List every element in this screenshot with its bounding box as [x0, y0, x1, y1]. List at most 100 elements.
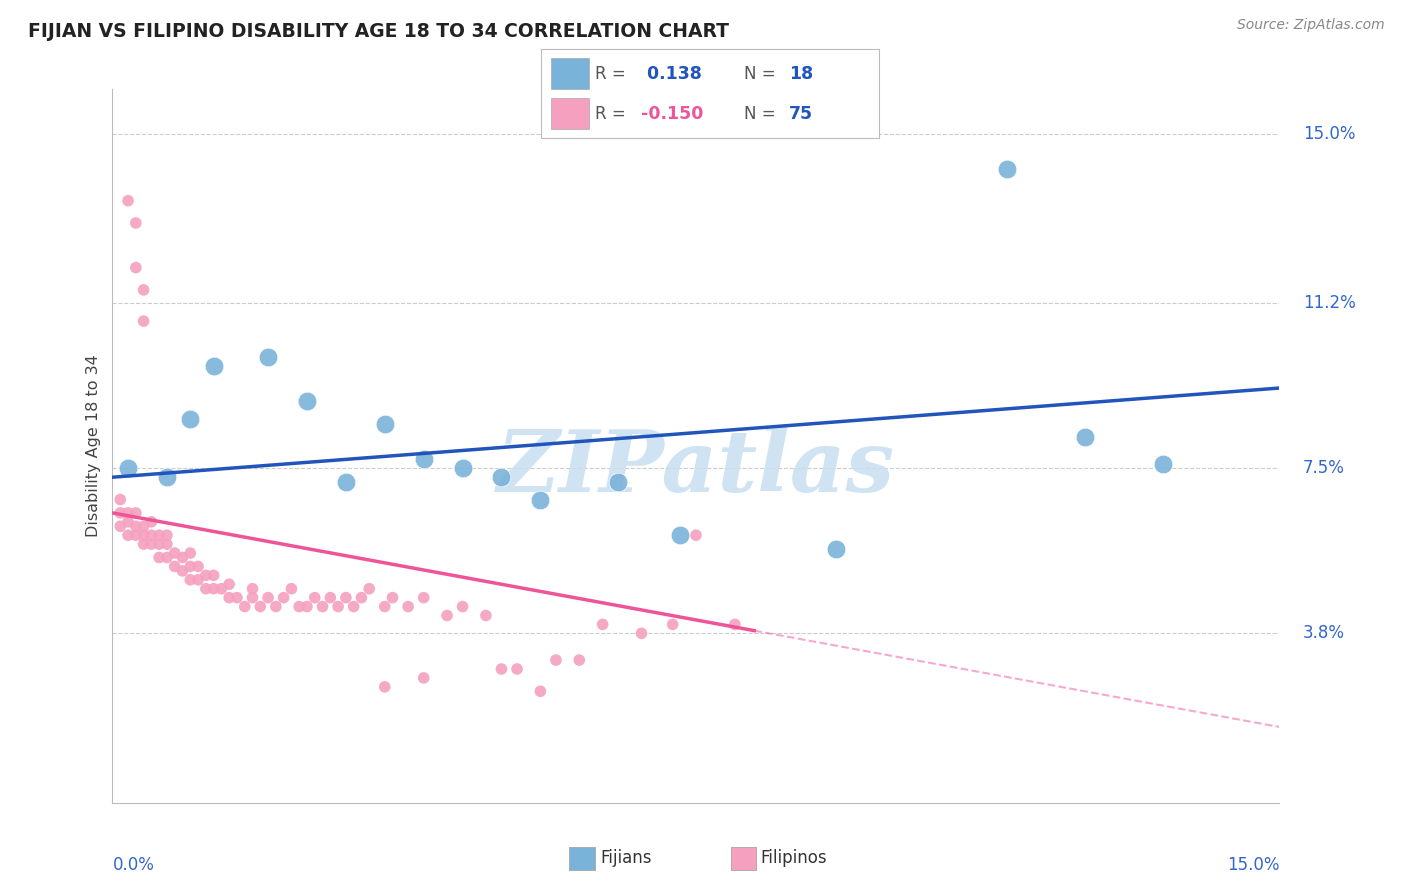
Point — [141, 537, 163, 551]
Point — [264, 599, 287, 614]
Point — [350, 591, 373, 605]
Point — [156, 537, 179, 551]
Text: ZIPatlas: ZIPatlas — [496, 425, 896, 509]
Point — [156, 470, 179, 484]
Text: FIJIAN VS FILIPINO DISABILITY AGE 18 TO 34 CORRELATION CHART: FIJIAN VS FILIPINO DISABILITY AGE 18 TO … — [28, 22, 730, 41]
Point — [163, 546, 186, 560]
Point — [218, 577, 240, 591]
Point — [311, 599, 333, 614]
Point — [359, 582, 381, 596]
Point — [374, 417, 396, 431]
Point — [179, 546, 201, 560]
Point — [132, 537, 155, 551]
Text: Fijians: Fijians — [600, 849, 652, 867]
Point — [226, 591, 249, 605]
Point — [110, 506, 132, 520]
Text: R =: R = — [595, 64, 626, 83]
FancyBboxPatch shape — [551, 98, 589, 129]
Text: 75: 75 — [789, 104, 814, 123]
Point — [529, 684, 551, 698]
Point — [187, 559, 209, 574]
Text: 7.5%: 7.5% — [1303, 459, 1344, 477]
Point — [491, 470, 513, 484]
Text: Filipinos: Filipinos — [761, 849, 827, 867]
Point — [233, 599, 256, 614]
Point — [202, 359, 225, 373]
Point — [179, 573, 201, 587]
Point — [172, 564, 194, 578]
Point — [304, 591, 326, 605]
Text: 3.8%: 3.8% — [1303, 624, 1344, 642]
Point — [995, 162, 1018, 177]
Point — [1152, 457, 1174, 471]
Point — [335, 475, 357, 489]
Point — [194, 582, 217, 596]
Point — [724, 617, 747, 632]
Point — [141, 515, 163, 529]
Point — [825, 541, 848, 556]
Point — [148, 537, 170, 551]
Text: Source: ZipAtlas.com: Source: ZipAtlas.com — [1237, 18, 1385, 32]
Point — [117, 506, 139, 520]
Text: 0.0%: 0.0% — [112, 856, 155, 874]
Text: N =: N = — [744, 104, 775, 123]
Text: 15.0%: 15.0% — [1227, 856, 1279, 874]
Point — [179, 559, 201, 574]
Point — [209, 582, 232, 596]
Point — [110, 519, 132, 533]
Point — [132, 519, 155, 533]
Point — [529, 492, 551, 507]
Point — [156, 550, 179, 565]
Point — [249, 599, 271, 614]
Point — [187, 573, 209, 587]
Point — [475, 608, 498, 623]
Point — [295, 394, 318, 409]
Point — [412, 452, 434, 467]
Point — [685, 528, 707, 542]
Point — [1074, 430, 1097, 444]
Point — [295, 599, 318, 614]
Point — [132, 528, 155, 542]
Point — [374, 680, 396, 694]
Point — [669, 528, 692, 542]
Point — [343, 599, 366, 614]
Point — [132, 283, 155, 297]
Point — [374, 599, 396, 614]
Point — [326, 599, 349, 614]
Point — [117, 461, 139, 475]
Point — [381, 591, 404, 605]
Point — [451, 461, 474, 475]
Point — [630, 626, 652, 640]
Point — [148, 550, 170, 565]
Point — [319, 591, 342, 605]
Point — [257, 350, 280, 364]
Point — [125, 519, 148, 533]
Point — [335, 591, 357, 605]
Point — [141, 528, 163, 542]
Point — [125, 506, 148, 520]
Point — [544, 653, 567, 667]
Point — [396, 599, 419, 614]
Point — [110, 492, 132, 507]
Point — [125, 260, 148, 275]
Point — [125, 216, 148, 230]
Point — [661, 617, 683, 632]
Point — [242, 582, 264, 596]
Point — [412, 671, 434, 685]
Point — [451, 599, 474, 614]
Point — [156, 528, 179, 542]
Y-axis label: Disability Age 18 to 34: Disability Age 18 to 34 — [86, 355, 101, 537]
Text: 15.0%: 15.0% — [1303, 125, 1355, 143]
Text: R =: R = — [595, 104, 626, 123]
Point — [125, 528, 148, 542]
Point — [202, 568, 225, 582]
Text: -0.150: -0.150 — [641, 104, 703, 123]
Point — [568, 653, 591, 667]
Point — [194, 568, 217, 582]
Text: 18: 18 — [789, 64, 814, 83]
Text: N =: N = — [744, 64, 775, 83]
Point — [288, 599, 311, 614]
Point — [257, 591, 280, 605]
Point — [412, 591, 434, 605]
Text: 0.138: 0.138 — [641, 64, 702, 83]
